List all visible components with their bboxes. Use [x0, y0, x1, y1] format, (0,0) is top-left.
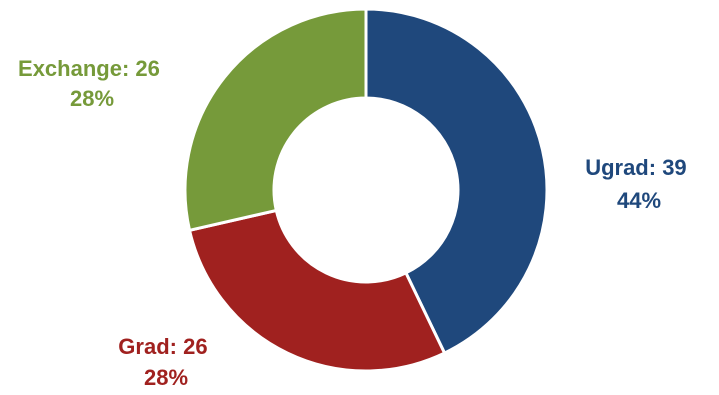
data-label-grad: Grad: 26 28%	[118, 334, 213, 390]
data-label-grad-line2: 28%	[144, 365, 188, 390]
slice-grad	[187, 208, 447, 373]
data-label-ugrad: Ugrad: 39 44%	[585, 155, 693, 213]
data-label-exchange: Exchange: 26 28%	[18, 56, 166, 111]
data-label-exchange-line2: 28%	[70, 86, 114, 111]
donut-slices	[183, 7, 549, 373]
slice-ugrad	[364, 7, 549, 356]
data-label-exchange-line1: Exchange: 26	[18, 56, 160, 81]
slice-exchange	[183, 7, 368, 233]
data-label-ugrad-line2: 44%	[617, 188, 661, 213]
data-label-ugrad-line1: Ugrad: 39	[585, 155, 686, 180]
data-label-grad-line1: Grad: 26	[118, 334, 207, 359]
